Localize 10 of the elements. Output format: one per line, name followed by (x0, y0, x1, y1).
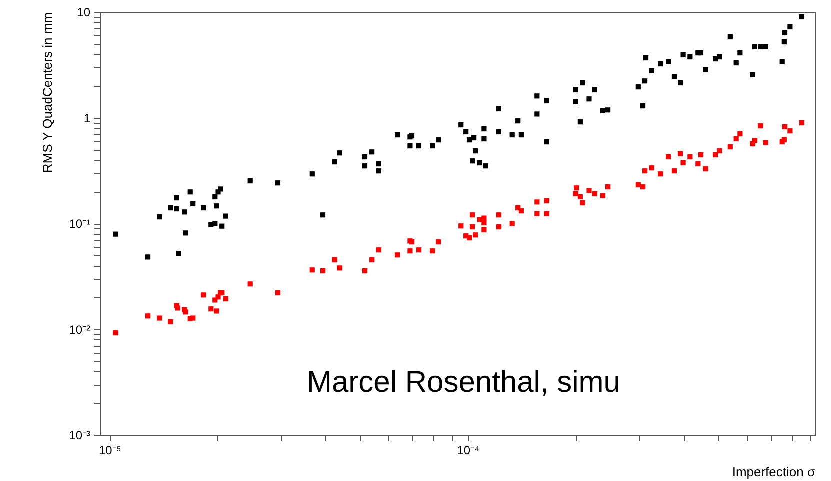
annotation: Marcel Rosenthal, simu (307, 366, 620, 399)
y-axis-title: RMS Y QuadCenters in mm (40, 12, 56, 174)
x-tick-label: 10⁻⁴ (457, 444, 480, 458)
y-tick-label: 10 (77, 6, 91, 20)
x-axis-title: Imperfection σ (732, 464, 816, 480)
x-tick-label: 10⁻⁵ (98, 444, 122, 458)
y-tick-label: 1 (84, 111, 91, 126)
y-tick-label: 10⁻³ (69, 428, 91, 442)
y-tick-label: 10⁻¹ (69, 217, 91, 231)
y-tick-label: 10⁻² (69, 322, 91, 337)
